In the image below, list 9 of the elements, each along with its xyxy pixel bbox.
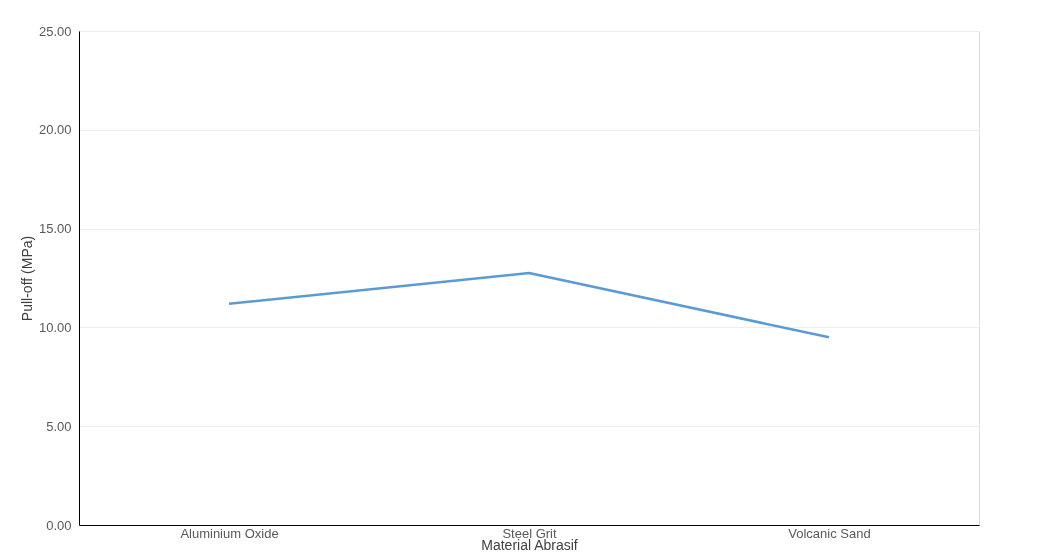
y-tick-label: 10.00 bbox=[38, 319, 72, 335]
y-tick-label: 5.00 bbox=[46, 418, 72, 434]
y-tick-label: 15.00 bbox=[38, 221, 72, 237]
x-tick-label: Aluminium Oxide bbox=[180, 525, 279, 541]
y-tick-label: 20.00 bbox=[38, 122, 72, 138]
x-tick-label: Volcanic Sand bbox=[788, 525, 871, 541]
y-axis-title: Pull-off (MPa) bbox=[18, 235, 35, 322]
y-tick-label: 25.00 bbox=[38, 23, 72, 39]
y-tick-label: 0.00 bbox=[46, 517, 72, 533]
